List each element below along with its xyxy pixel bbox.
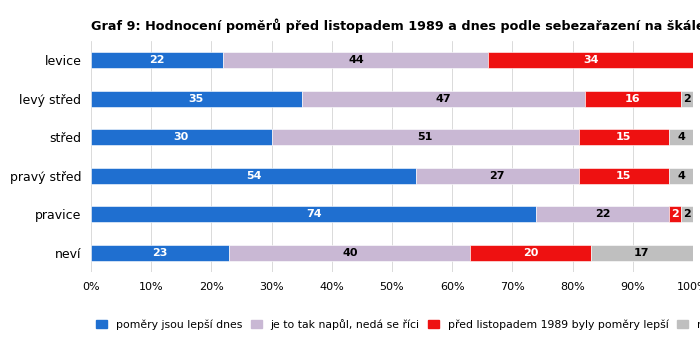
Bar [669,129,693,145]
Bar [579,168,669,184]
Bar [91,245,230,261]
Bar [669,206,681,222]
Bar [223,52,489,68]
Text: 4: 4 [677,132,685,142]
Bar [579,129,669,145]
Text: 2: 2 [683,209,691,219]
Text: 35: 35 [189,94,204,104]
Text: 51: 51 [417,132,433,142]
Bar [302,90,584,107]
Bar [591,245,693,261]
Text: 30: 30 [174,132,189,142]
Bar [91,90,302,107]
Text: Graf 9: Hodnocení poměrů před listopadem 1989 a dnes podle sebezařazení na škále: Graf 9: Hodnocení poměrů před listopadem… [91,18,700,33]
Text: 54: 54 [246,171,261,181]
Bar [91,206,536,222]
Bar [584,90,681,107]
Text: 2: 2 [683,94,691,104]
Bar [489,52,693,68]
Text: 44: 44 [348,55,364,65]
Text: 27: 27 [489,171,505,181]
Bar [681,206,693,222]
Bar [91,129,272,145]
Text: 4: 4 [677,171,685,181]
Text: 20: 20 [523,248,538,258]
Text: 74: 74 [306,209,321,219]
Bar [230,245,470,261]
Legend: poměry jsou lepší dnes, je to tak napůl, nedá se říci, před listopadem 1989 byly: poměry jsou lepší dnes, je to tak napůl,… [97,319,700,330]
Text: 47: 47 [435,94,451,104]
Bar [272,129,579,145]
Bar [91,168,416,184]
Text: 40: 40 [342,248,358,258]
Text: 2: 2 [671,209,679,219]
Bar [681,90,693,107]
Bar [416,168,579,184]
Text: 34: 34 [583,55,598,65]
Text: 17: 17 [634,248,650,258]
Text: 15: 15 [616,171,631,181]
Text: 15: 15 [616,132,631,142]
Text: 23: 23 [153,248,168,258]
Bar [470,245,591,261]
Text: 22: 22 [150,55,165,65]
Text: 16: 16 [625,94,640,104]
Bar [91,52,223,68]
Bar [669,168,693,184]
Bar [536,206,669,222]
Text: 22: 22 [595,209,610,219]
